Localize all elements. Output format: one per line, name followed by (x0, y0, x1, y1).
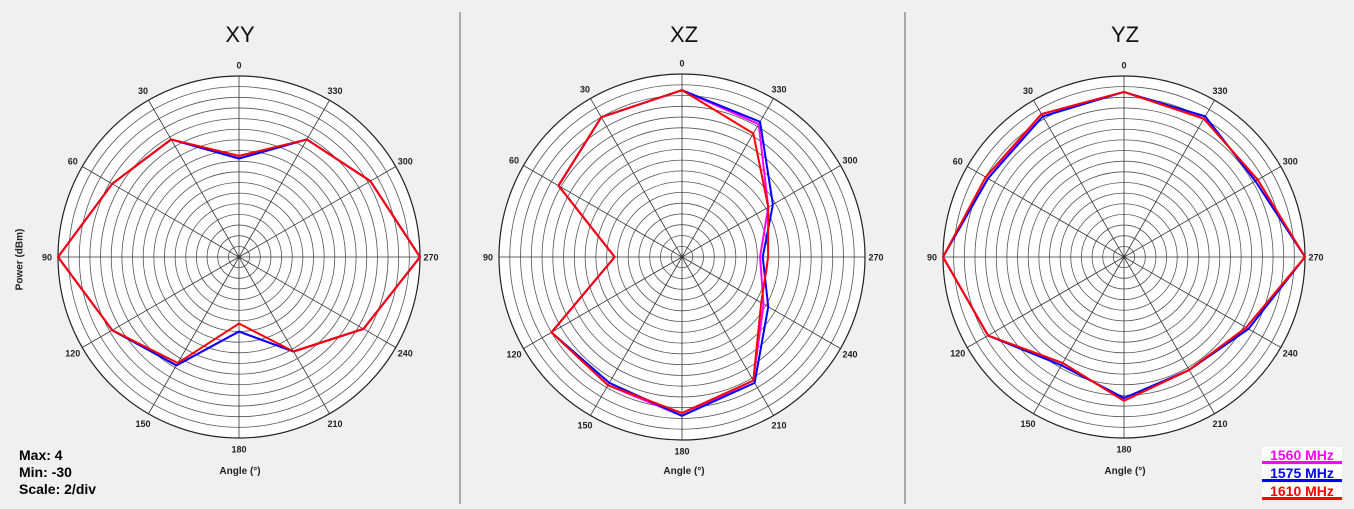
polar-plot-yz: YZ 0 30 60 90 120 150 180 210 240 270 300 330 Angle… (906, 4, 1354, 504)
grid-spoke (1033, 100, 1125, 258)
angle-axis-label-xy: Angle (°) (219, 466, 261, 477)
panel-divider (904, 12, 906, 504)
angle-tick-label: 330 (771, 84, 786, 94)
panel-divider (459, 12, 461, 504)
angle-tick-label: 270 (868, 253, 883, 263)
plot-title-xy: XY (225, 22, 255, 47)
polar-chart-xy: 0 30 60 90 120 150 180 210 240 270 300 330 (42, 61, 439, 455)
angle-tick-label: 270 (423, 253, 438, 263)
angle-tick-label: 60 (953, 157, 963, 167)
angle-tick-label: 150 (1020, 419, 1035, 429)
legend-item-1610: 1610 MHz (1262, 483, 1342, 500)
angle-tick-label: 180 (231, 445, 246, 455)
angle-tick-label: 300 (842, 156, 857, 166)
plot-title-yz: YZ (1110, 22, 1140, 47)
grid-spoke (238, 100, 330, 258)
grid-spoke (967, 166, 1125, 258)
grid-spoke (1123, 100, 1215, 258)
angle-tick-label: 120 (950, 349, 965, 359)
angle-tick-label: 240 (1283, 349, 1298, 359)
legend-item-1575: 1575 MHz (1262, 465, 1342, 482)
series-trace (57, 138, 421, 365)
polar-chart-yz: 0 30 60 90 120 150 180 210 240 270 300 330 (927, 61, 1324, 455)
grid-spoke (1033, 256, 1125, 414)
angle-tick-label: 150 (135, 419, 150, 429)
angle-tick-label: 90 (42, 253, 52, 263)
legend-label: 1560 MHz (1270, 447, 1334, 463)
grid-spoke (1123, 256, 1215, 414)
series-trace (550, 89, 770, 415)
grid-spoke (590, 256, 683, 416)
grid-spoke (967, 256, 1125, 348)
grid-spoke (82, 166, 240, 258)
grid-spoke (1123, 256, 1281, 348)
polar-chart-xz: 0 30 60 90 120 150 180 210 240 270 300 330 (483, 59, 884, 457)
angle-tick-label: 90 (483, 253, 493, 263)
angle-tick-label: 300 (398, 157, 413, 167)
angle-tick-label: 30 (1023, 86, 1033, 96)
angle-axis-label-xz: Angle (°) (663, 466, 705, 477)
angle-tick-label: 330 (1212, 86, 1227, 96)
scale-stats: Max: 4 Min: -30 Scale: 2/div (19, 447, 96, 498)
angle-tick-label: 240 (398, 349, 413, 359)
angle-tick-label: 240 (842, 350, 857, 360)
angle-tick-label: 300 (1283, 157, 1298, 167)
angle-tick-label: 330 (327, 86, 342, 96)
angle-tick-label: 0 (1121, 61, 1126, 71)
min-value: Min: -30 (19, 464, 72, 480)
grid-spoke (590, 98, 683, 258)
series-trace (942, 90, 1306, 402)
grid-spoke (238, 256, 330, 414)
angle-axis-label-yz: Angle (°) (1104, 466, 1146, 477)
plot-title-xz: XZ (669, 22, 699, 47)
angle-tick-label: 0 (236, 61, 241, 71)
angle-tick-label: 210 (771, 421, 786, 431)
grid-spoke (82, 256, 240, 348)
angle-tick-label: 120 (65, 349, 80, 359)
angle-tick-label: 120 (506, 350, 521, 360)
legend-item-1560: 1560 MHz (1262, 447, 1342, 464)
grid-spoke (238, 256, 396, 348)
grid-spoke (681, 165, 841, 258)
angle-tick-label: 150 (577, 421, 592, 431)
polar-plot-xz: XZ 0 30 60 90 120 150 180 210 240 270 300 330 Angle… (461, 4, 904, 504)
grid-spoke (523, 256, 683, 349)
grid-spoke (681, 256, 774, 416)
angle-tick-label: 210 (1212, 419, 1227, 429)
legend-label: 1610 MHz (1270, 483, 1334, 499)
angle-tick-label: 30 (138, 86, 148, 96)
angle-tick-label: 270 (1308, 253, 1323, 263)
angle-tick-label: 180 (1116, 445, 1131, 455)
grid-spoke (148, 100, 240, 258)
angle-tick-label: 210 (327, 419, 342, 429)
polar-plot-xy: XY 0 30 60 90 120 150 180 210 240 270 300 330 Power… (0, 4, 460, 504)
angle-tick-label: 90 (927, 253, 937, 263)
legend: 1560 MHz 1575 MHz 1610 MHz (1262, 447, 1342, 501)
angle-tick-label: 60 (509, 156, 519, 166)
angle-tick-label: 0 (679, 59, 684, 69)
angle-tick-label: 30 (580, 84, 590, 94)
max-value: Max: 4 (19, 447, 63, 463)
radial-axis-label: Power (dBm) (14, 228, 26, 291)
grid-spoke (523, 165, 683, 258)
grid-spoke (148, 256, 240, 414)
angle-tick-label: 180 (674, 447, 689, 457)
legend-label: 1575 MHz (1270, 465, 1334, 481)
angle-tick-label: 60 (68, 157, 78, 167)
scale-value: Scale: 2/div (19, 481, 97, 497)
series-trace (942, 90, 1306, 400)
